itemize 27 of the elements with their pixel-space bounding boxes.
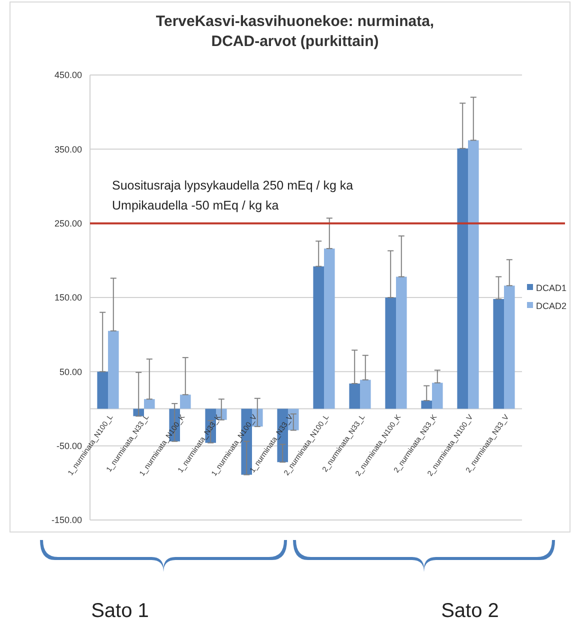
y-tick-label: 450.00 — [54, 70, 82, 80]
bar — [324, 248, 335, 409]
legend-label: DCAD2 — [536, 301, 567, 312]
y-tick-label: -150.00 — [51, 515, 82, 526]
bar — [468, 140, 479, 409]
annotation: Suositusraja lypsykaudella 250 mEq / kg ka — [112, 178, 354, 192]
y-tick-label: 350.00 — [54, 144, 82, 154]
bar — [97, 372, 108, 409]
legend-label: DCAD1 — [536, 283, 567, 294]
bar — [432, 382, 443, 409]
bar — [180, 394, 191, 409]
bar — [493, 298, 504, 409]
text: Sato 2 — [441, 600, 499, 622]
bar — [504, 286, 515, 409]
text: Sato 1 — [91, 600, 149, 622]
y-tick-label: 250.00 — [54, 218, 82, 228]
bar — [349, 384, 360, 409]
chart-title: TerveKasvi-kasvihuonekoe: nurminata, DCAD-arvot (purkittain) — [156, 13, 434, 50]
y-tick-label: 150.00 — [54, 292, 82, 303]
bar — [457, 148, 468, 409]
bar — [108, 330, 119, 409]
bar — [313, 266, 324, 409]
y-tick-label: 50.00 — [59, 366, 82, 377]
annotation: Umpikaudella -50 mEq / kg ka — [112, 198, 279, 212]
bar — [360, 380, 371, 409]
bar — [396, 276, 407, 409]
bar — [385, 298, 396, 409]
